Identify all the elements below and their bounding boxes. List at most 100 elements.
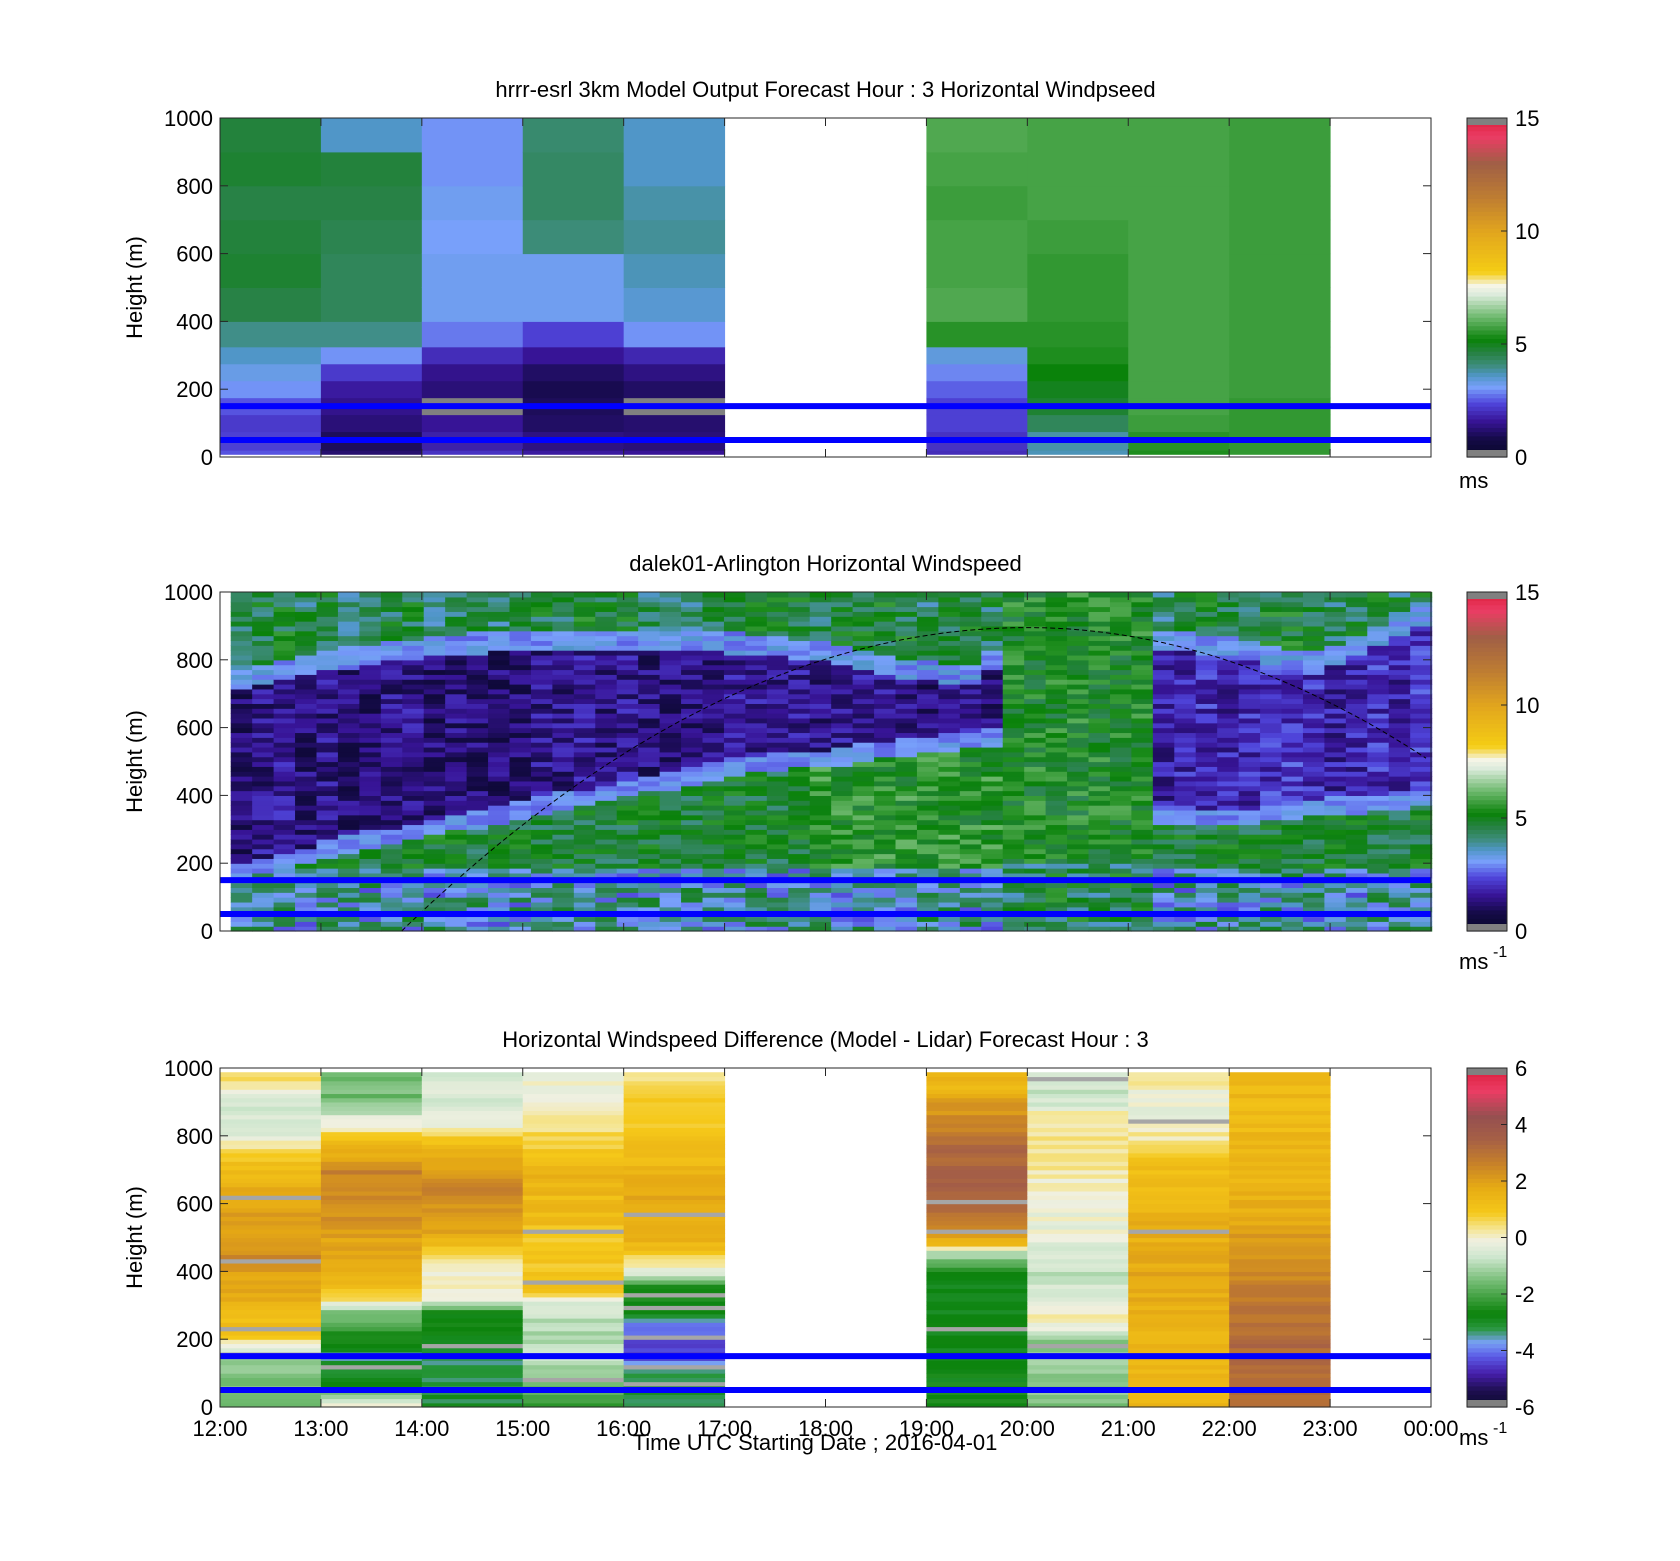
heatmap-cell [766,766,789,772]
heatmap-cell [981,713,1004,719]
heatmap-cell [1109,809,1133,816]
heatmap-cell [1109,592,1133,598]
heatmap-cell [831,601,854,608]
heatmap-cell [421,1148,524,1154]
heatmap-cell [1260,717,1283,724]
heatmap-cell [916,814,940,821]
colorbar-swatch [1467,837,1507,843]
heatmap-cell [1388,921,1411,927]
heatmap-cell [1302,901,1326,908]
heatmap-cell [295,853,318,859]
heatmap-cell [638,717,661,724]
heatmap-cell [874,630,897,637]
heatmap-cell [466,722,489,729]
heatmap-cell [337,756,360,763]
heatmap-cell [1067,756,1090,763]
heatmap-cell [1345,897,1368,903]
heatmap-cell [1027,1127,1129,1133]
heatmap-cell [1410,742,1433,748]
heatmap-cell [916,892,940,898]
heatmap-cell [766,776,789,782]
heatmap-cell [659,906,682,913]
heatmap-cell [659,858,682,864]
heatmap-cell [1002,688,1025,695]
heatmap-cell [530,901,553,908]
heatmap-cell [938,611,961,617]
heatmap-cell [638,926,661,932]
heatmap-cell [445,625,468,632]
heatmap-cell [938,596,961,603]
heatmap-cell [1128,1381,1230,1387]
heatmap-cell [831,814,854,821]
heatmap-cell [916,926,940,932]
heatmap-cell [1238,592,1261,598]
heatmap-cell [852,703,875,709]
heatmap-cell [1302,761,1326,767]
heatmap-cell [273,780,296,787]
heatmap-cell [916,790,940,796]
colorbar-swatch [1467,812,1507,818]
heatmap-cell [616,645,639,651]
colorbar-swatch [1467,342,1507,348]
colorbar-swatch [1467,334,1507,339]
heatmap-cell [1131,722,1154,729]
heatmap-cell [445,611,468,617]
y-tick-label: 600 [176,242,213,267]
heatmap-cell [745,819,768,826]
heatmap-cell [1024,901,1047,908]
heatmap-cell [766,800,789,806]
heatmap-cell [1195,592,1218,598]
heatmap-cell [421,450,524,455]
heatmap-cell [1131,901,1154,908]
heatmap-cell [1260,684,1283,690]
heatmap-cell [745,897,768,903]
heatmap-cell [745,703,768,709]
heatmap-cell [1045,601,1068,608]
heatmap-cell [938,640,961,646]
heatmap-cell [623,1110,726,1116]
heatmap-cell [1410,630,1433,637]
colorbar-swatch [1467,786,1507,792]
heatmap-cell [681,664,704,671]
heatmap-cell [1088,776,1111,782]
heatmap-cell [1238,664,1261,671]
heatmap-cell [252,621,275,627]
heatmap-cell [981,809,1004,816]
heatmap-cell [1174,596,1197,603]
heatmap-cell [959,838,982,845]
heatmap-cell [1367,664,1390,671]
heatmap-cell [230,611,253,617]
heatmap-cell [1109,650,1133,656]
heatmap-cell [981,780,1004,787]
heatmap-cell [1367,592,1390,598]
heatmap-cell [1367,722,1390,729]
colorbar-swatch [1467,177,1507,183]
heatmap-cell [421,1152,524,1158]
heatmap-cell [1367,858,1390,864]
heatmap-cell [1388,809,1411,816]
heatmap-cell [423,829,446,835]
heatmap-cell [1109,838,1133,845]
colorbar-swatch [1467,190,1507,195]
heatmap-cell [1302,717,1326,724]
heatmap-cell [530,916,553,922]
heatmap-cell [1152,737,1175,743]
heatmap-cell [788,901,811,908]
heatmap-cell [220,1245,322,1251]
heatmap-cell [445,858,468,864]
heatmap-cell [1067,882,1090,889]
heatmap-cell [402,693,425,700]
heatmap-cell [1128,1089,1230,1095]
heatmap-cell [1238,611,1261,617]
heatmap-cell [926,1241,1028,1247]
heatmap-cell [1388,901,1411,908]
heatmap-cell [1174,795,1197,801]
heatmap-cell [1217,684,1240,690]
heatmap-cell [530,751,553,758]
heatmap-cell [380,843,403,850]
heatmap-cell [1217,635,1240,642]
heatmap-cell [659,742,682,748]
heatmap-cell [466,698,489,704]
heatmap-cell [1367,771,1390,777]
heatmap-cell [466,819,489,826]
